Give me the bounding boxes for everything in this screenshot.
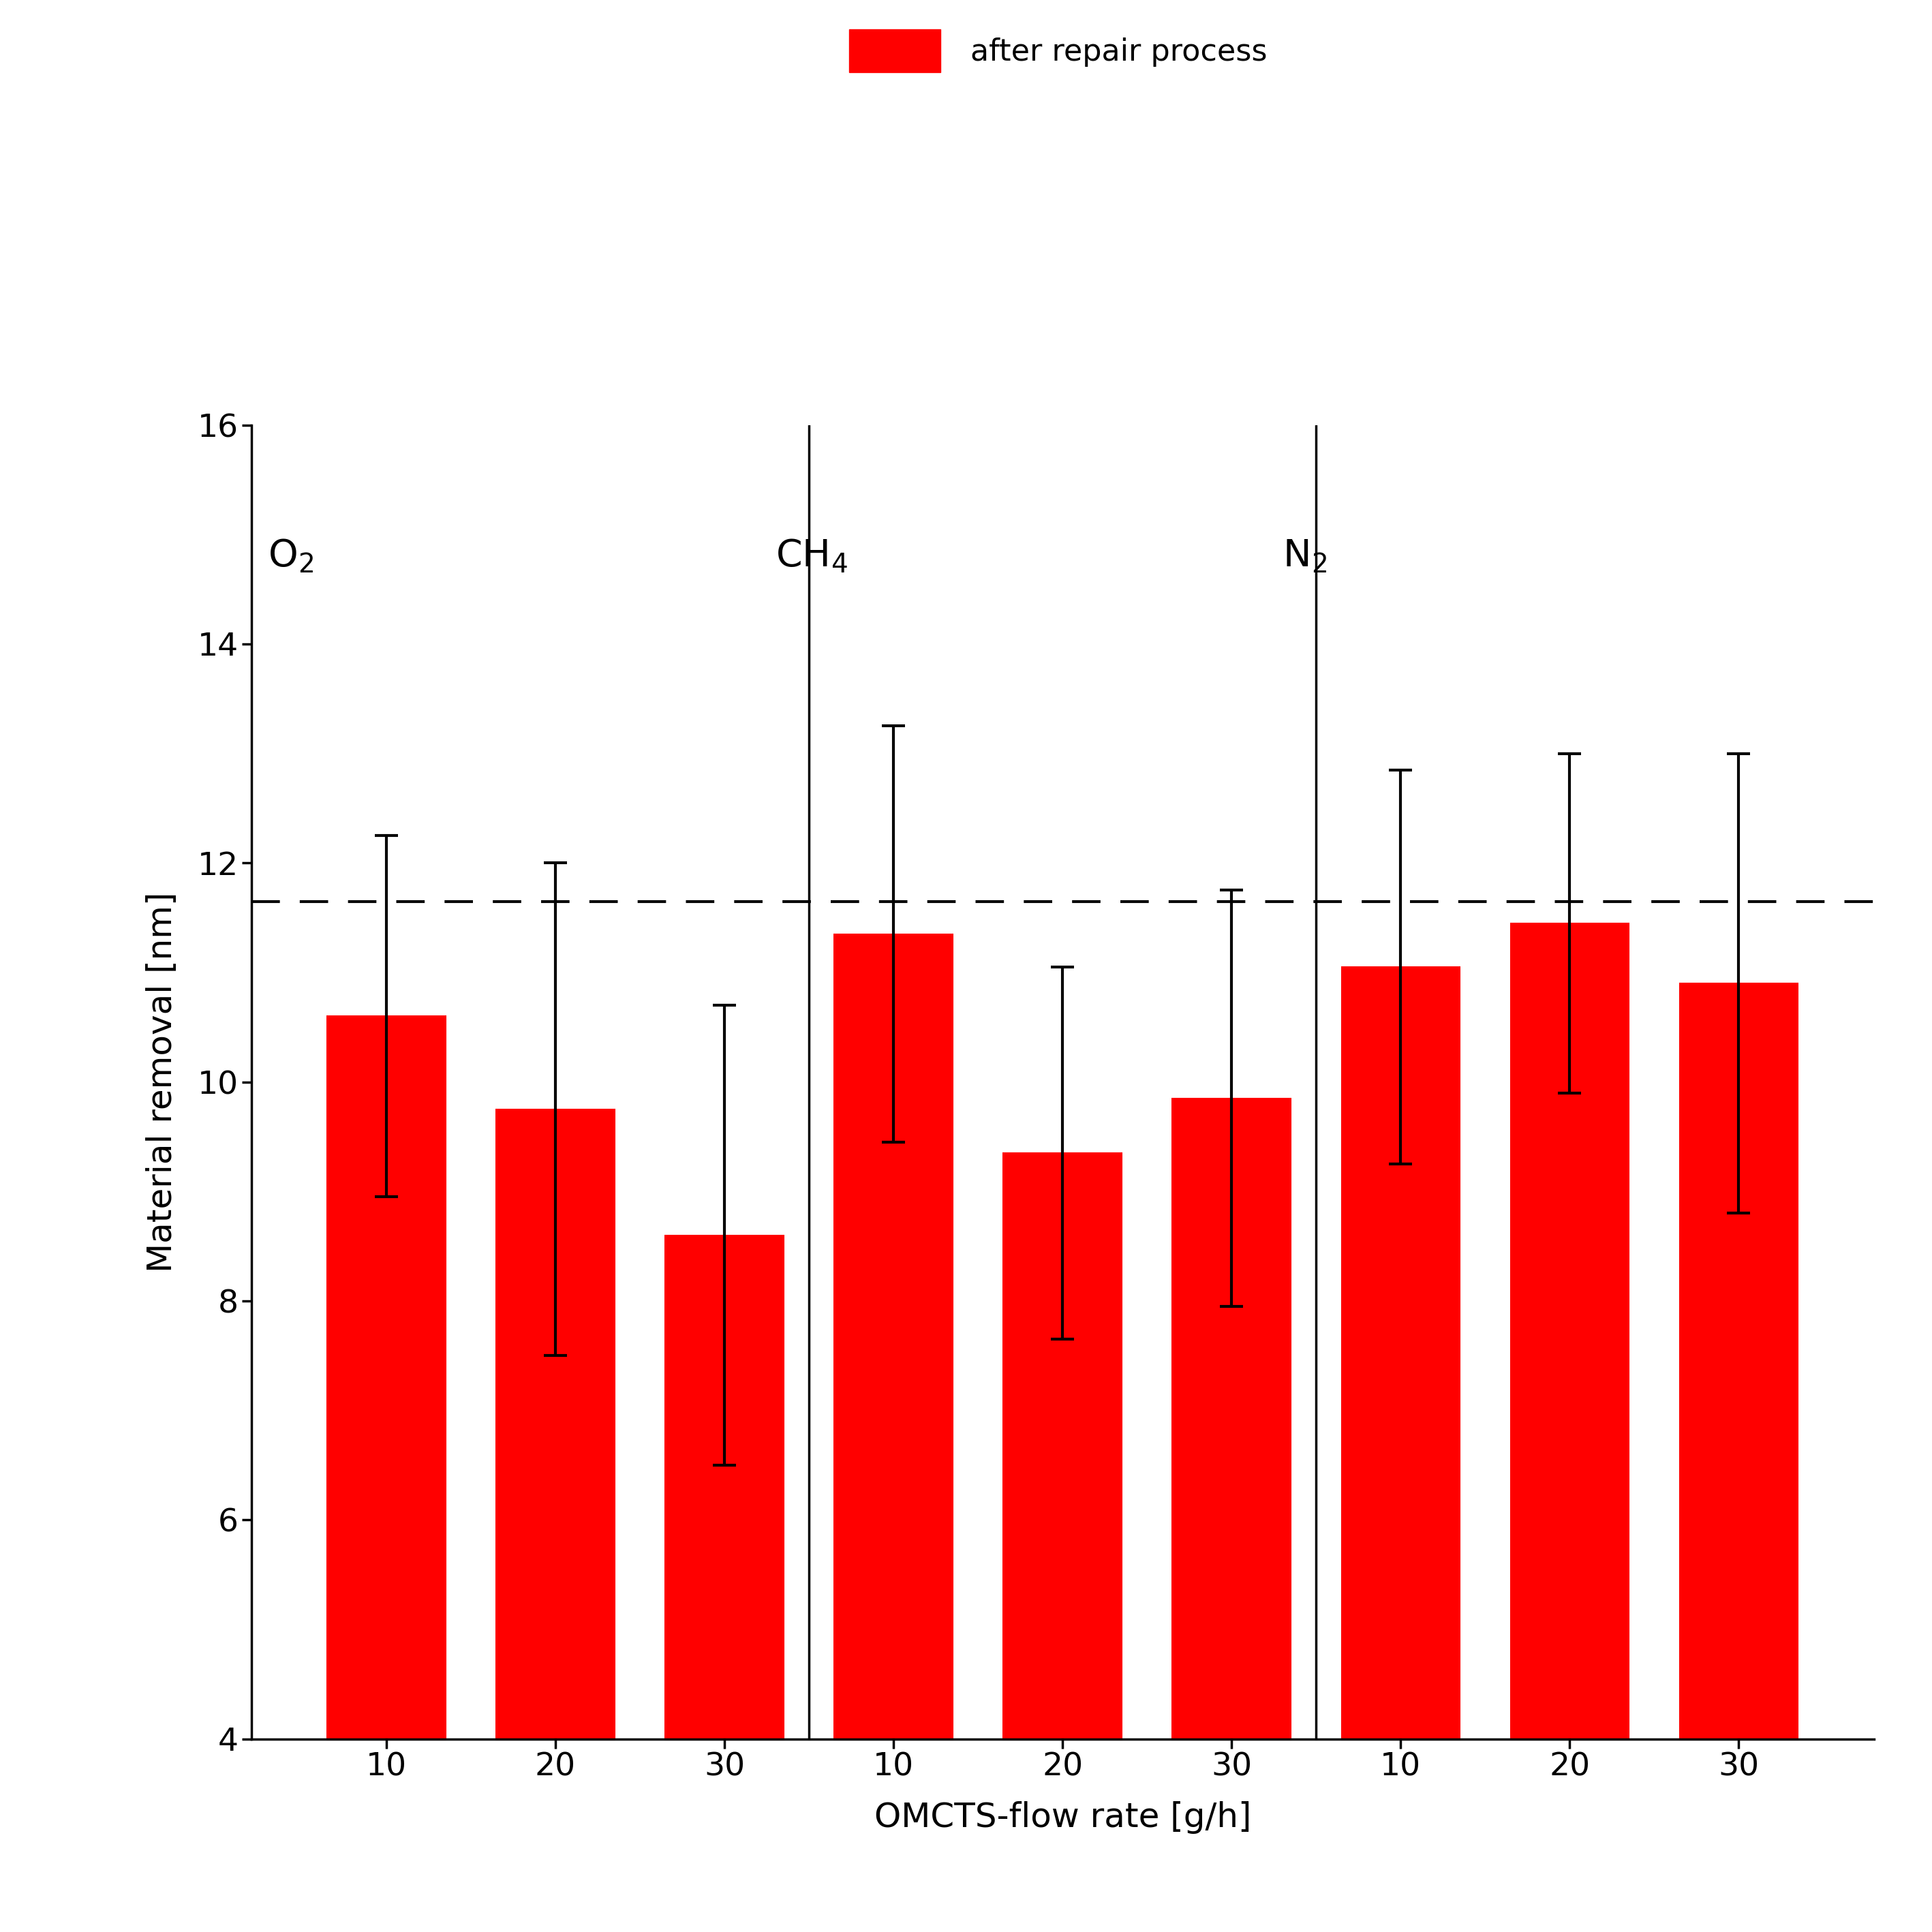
Bar: [327, 1016, 446, 1739]
Bar: [1173, 1097, 1291, 1739]
Text: $\mathrm{CH_4}$: $\mathrm{CH_4}$: [775, 537, 848, 576]
Bar: [1511, 923, 1629, 1739]
Legend: after  CF$_4$  etch  process, after repair process: after CF$_4$ etch process, after repair …: [835, 0, 1352, 87]
Text: $\mathrm{O_2}$: $\mathrm{O_2}$: [269, 537, 313, 576]
Y-axis label: Material removal [nm]: Material removal [nm]: [145, 893, 178, 1271]
Bar: [835, 935, 952, 1739]
Bar: [497, 1109, 614, 1739]
Bar: [1341, 966, 1461, 1739]
Bar: [665, 1235, 784, 1739]
Bar: [1679, 983, 1799, 1739]
X-axis label: OMCTS-flow rate [g/h]: OMCTS-flow rate [g/h]: [873, 1801, 1252, 1833]
Text: $\mathrm{N_2}$: $\mathrm{N_2}$: [1283, 537, 1327, 576]
Bar: [1003, 1153, 1122, 1739]
